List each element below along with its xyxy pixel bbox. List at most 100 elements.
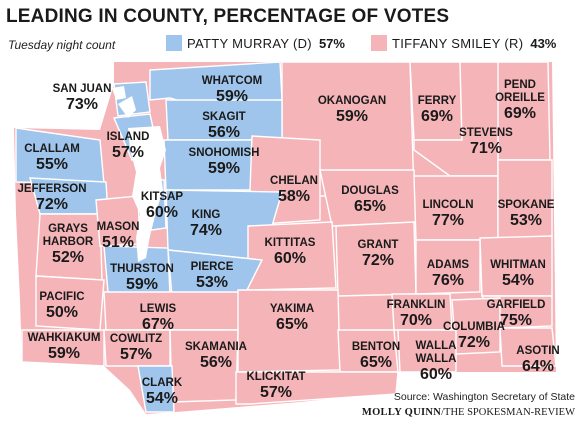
county-pct-island: 57% [112,144,144,161]
credit-name: MOLLY QUINN [361,407,442,418]
county-name-mason: MASON [97,221,140,233]
county-pct-snohomish: 59% [208,160,240,177]
county-pct-clallam: 55% [36,156,68,173]
county-name-jefferson: JEFFERSON [17,183,86,195]
county-pct-columbia: 72% [458,334,490,351]
county-region-pacific [35,275,105,331]
county-pct-pierce: 53% [196,274,228,291]
credit-org: /THE SPOKESMAN-REVIEW [441,407,575,418]
county-pct-thurston: 59% [126,276,158,293]
county-region-stevens [413,61,499,177]
source-note: Source: Washington Secretary of State [393,391,575,403]
county-name-benton: BENTON [352,341,400,353]
county-name-pend-oreille: PEND OREILLE [495,79,545,104]
county-name-san-juan: SAN JUAN [53,83,112,95]
county-name-pierce: PIERCE [191,261,234,273]
county-pct-pend-oreille: 69% [504,105,536,122]
puget-sound-water [112,86,166,262]
legend-pct-murray: 57% [318,35,345,51]
county-pct-grays-harbor: 52% [52,249,84,266]
county-name-stevens: STEVENS [459,127,513,139]
county-pct-kitsap: 60% [146,204,178,221]
county-pct-mason: 51% [102,234,134,251]
county-name-klickitat: KLICKITAT [247,371,306,383]
county-pct-lewis: 67% [142,316,174,333]
map-title: LEADING IN COUNTY, PERCENTAGE OF VOTES [6,6,450,27]
county-pct-king: 74% [190,222,222,239]
county-name-cowlitz: COWLITZ [110,333,162,345]
legend-name-murray: PATTY MURRAY (D) [187,35,312,51]
county-name-pacific: PACIFIC [39,291,84,303]
county-name-snohomish: SNOHOMISH [189,147,260,159]
county-name-douglas: DOUGLAS [341,185,399,197]
county-name-lincoln: LINCOLN [422,199,473,211]
county-name-grant: GRANT [358,239,399,251]
county-pct-ferry: 69% [421,108,453,125]
county-pct-spokane: 53% [510,212,542,229]
county-pct-yakima: 65% [276,316,308,333]
county-pct-pacific: 50% [46,304,78,321]
county-name-lewis: LEWIS [140,303,177,315]
county-pct-benton: 65% [360,354,392,371]
county-name-king: KING [192,209,221,221]
county-pct-lincoln: 77% [432,212,464,229]
county-name-wahkiakum: WAHKIAKUM [28,332,101,344]
county-pct-grant: 72% [362,252,394,269]
county-name-island: ISLAND [107,131,150,143]
county-pct-whitman: 54% [502,272,534,289]
county-name-clallam: CLALLAM [24,143,80,155]
county-name-kitsap: KITSAP [141,191,184,203]
county-name-grays-harbor: GRAYS HARBOR [43,223,94,248]
county-name-okanogan: OKANOGAN [318,95,386,107]
county-pct-whatcom: 59% [216,88,248,105]
legend-swatch-dem [166,35,182,51]
county-pct-cowlitz: 57% [120,346,152,363]
county-pct-stevens: 71% [470,140,502,157]
legend-pct-smiley: 43% [530,35,557,51]
county-name-skagit: SKAGIT [202,111,245,123]
credit-line: MOLLY QUINN/THE SPOKESMAN-REVIEW [362,407,575,418]
county-name-asotin: ASOTIN [516,345,559,357]
county-pct-okanogan: 59% [336,108,368,125]
county-pct-san-juan: 73% [66,96,98,113]
county-region-klickitat [235,371,399,405]
county-pct-clark: 54% [146,390,178,407]
county-region-wahkiakum [21,329,105,367]
county-name-yakima: YAKIMA [270,303,314,315]
county-region-adams [415,239,481,295]
county-pct-jefferson: 72% [36,196,68,213]
county-name-whatcom: WHATCOM [202,75,262,87]
legend-name-smiley: TIFFANY SMILEY (R) [392,35,524,51]
county-name-skamania: SKAMANIA [185,341,247,353]
county-pct-skagit: 56% [208,124,240,141]
county-pct-franklin: 70% [400,312,432,329]
county-name-walla-walla: WALLA WALLA [416,340,457,365]
county-region-clark [137,365,175,413]
county-pct-wahkiakum: 59% [48,345,80,362]
county-name-clark: CLARK [142,377,183,389]
county-pct-klickitat: 57% [260,384,292,401]
county-name-ferry: FERRY [418,95,457,107]
county-pct-kittitas: 60% [274,250,306,267]
county-pct-asotin: 64% [522,358,554,375]
legend-item-smiley: TIFFANY SMILEY (R) 43% [371,35,556,51]
county-region-asotin [499,327,557,367]
county-region-walla-walla [397,329,457,373]
county-name-columbia: COLUMBIA [443,321,505,333]
county-name-garfield: GARFIELD [487,299,546,311]
county-name-spokane: SPOKANE [498,199,555,211]
county-pct-douglas: 65% [354,198,386,215]
legend-swatch-rep [371,35,387,51]
county-pct-walla-walla: 60% [420,366,452,383]
county-pct-skamania: 56% [200,354,232,371]
county-name-thurston: THURSTON [110,263,174,275]
legend-item-murray: PATTY MURRAY (D) 57% [166,35,345,51]
county-name-franklin: FRANKLIN [387,299,446,311]
county-name-kittitas: KITTITAS [265,237,316,249]
county-name-whitman: WHITMAN [490,259,546,271]
county-name-chelan: CHELAN [270,175,318,187]
county-pct-chelan: 58% [278,188,310,205]
county-pct-adams: 76% [432,272,464,289]
